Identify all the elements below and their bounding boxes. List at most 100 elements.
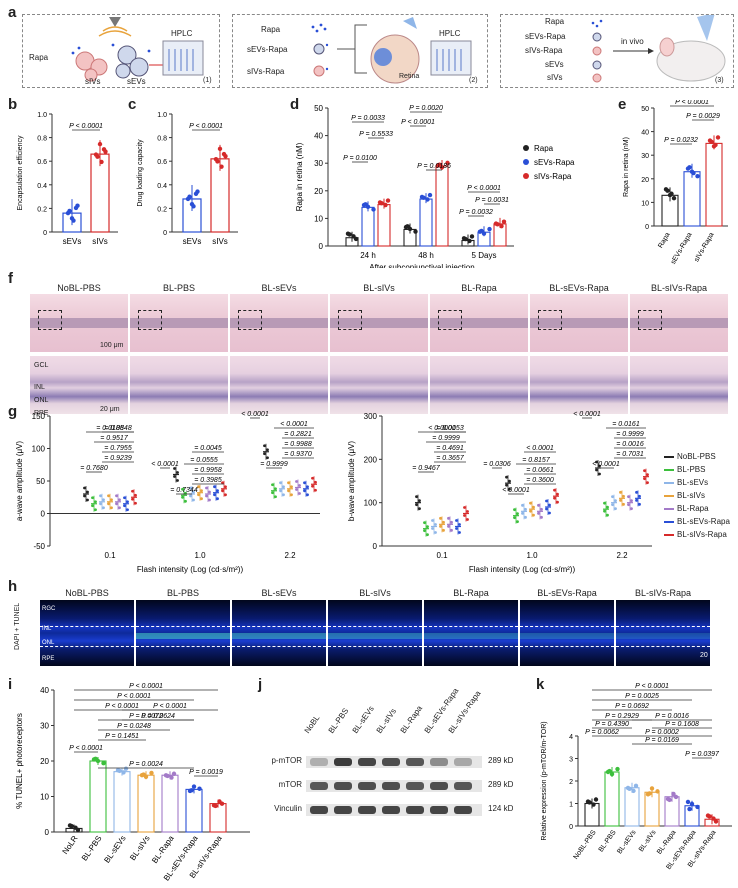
y-tick-label: 0	[163, 230, 167, 237]
data-point	[622, 502, 625, 506]
data-point	[115, 502, 118, 506]
data-point	[627, 503, 630, 507]
data-point	[655, 789, 660, 794]
p-value: P < 0.0001	[117, 693, 151, 700]
data-point	[556, 500, 559, 504]
panel-letter-b: b	[8, 96, 18, 113]
data-point	[711, 144, 717, 149]
data-point	[102, 498, 105, 502]
y-tick-label: 1.0	[157, 112, 167, 119]
data-point	[279, 489, 282, 493]
data-point	[295, 488, 298, 491]
bar-sEVs-Rapa	[419, 198, 433, 247]
layer-boundary	[328, 646, 422, 647]
data-point	[205, 486, 208, 490]
p-value: < 0.0001	[573, 411, 601, 418]
data-point	[217, 146, 223, 152]
data-point	[126, 500, 129, 504]
p-value: = 0.4691	[436, 445, 464, 452]
wb-lane-label: BL-PBS	[326, 706, 351, 735]
label-rapa: Rapa	[545, 17, 565, 26]
panel-letter-a: a	[8, 4, 17, 21]
y-tick-label: 0	[645, 224, 649, 231]
data-point	[99, 159, 104, 165]
data-point	[593, 797, 599, 802]
data-point	[101, 761, 106, 766]
data-point	[223, 154, 228, 159]
layer-boundary	[520, 646, 614, 647]
data-point	[73, 205, 79, 211]
wb-band	[382, 758, 400, 766]
p-value: = 0.9999	[432, 435, 460, 442]
histology-detail-image	[30, 356, 128, 414]
chart-b: 0 0.2 0.4 0.6 0.8 1.0 Encapsulation efficiency…	[17, 112, 118, 246]
data-point	[646, 473, 649, 477]
y-tick-label: 0.6	[37, 159, 47, 166]
y-tick-label: 0.2	[157, 206, 167, 213]
mouse-icon	[656, 40, 726, 82]
histology-overview-image	[430, 294, 528, 352]
data-point	[606, 505, 609, 509]
data-point	[181, 487, 184, 491]
layer-label-gcl: GCL	[34, 362, 49, 369]
data-point	[69, 823, 74, 829]
data-point	[524, 515, 527, 519]
p-value: < 0.0001	[151, 461, 179, 468]
wb-band	[358, 806, 376, 814]
sonicator-icon	[109, 17, 121, 27]
f-column-label: BL-Rapa	[461, 283, 497, 293]
layer-label-rpe: RPE	[34, 410, 49, 417]
data-point	[192, 498, 195, 502]
y-tick-label: 200	[364, 455, 378, 464]
wb-band	[382, 782, 400, 790]
data-point	[314, 488, 317, 492]
data-point	[427, 192, 433, 198]
data-point	[279, 481, 282, 485]
h-layer-label: INL	[42, 626, 52, 632]
tunel-image	[520, 600, 614, 666]
y-tick-label: 0.6	[157, 159, 167, 166]
data-point	[213, 803, 218, 809]
bar-sIVs-Rapa	[705, 142, 723, 227]
p-value: = 0.9958	[194, 467, 222, 474]
data-point	[614, 507, 617, 511]
data-point	[671, 791, 676, 797]
x-tick-label: sIVs	[212, 237, 228, 246]
wb-size-label: 289 kD	[488, 756, 514, 765]
y-tick-label: 300	[364, 412, 378, 421]
data-point	[627, 786, 632, 791]
legend-swatch	[664, 494, 674, 497]
retina-band	[130, 318, 228, 328]
y-axis-label: Rapa in retina (nM)	[623, 137, 630, 197]
data-point	[556, 492, 559, 496]
data-point	[413, 229, 418, 234]
data-point	[185, 196, 191, 202]
data-point	[184, 499, 187, 503]
legend-marker	[523, 145, 529, 151]
data-point	[110, 506, 113, 510]
legend-label: BL-PBS	[677, 465, 706, 474]
data-point	[86, 498, 89, 502]
legend-label: Rapa	[534, 144, 554, 153]
scale-bar-label: 20 μm	[100, 406, 120, 413]
p-value: = 0.0848	[104, 425, 132, 432]
data-point	[224, 493, 227, 497]
p-value: P = 0.0033	[351, 115, 385, 122]
data-point	[450, 528, 453, 532]
p-value: P < 0.0001	[69, 123, 103, 130]
y-tick-label: 30	[40, 722, 49, 731]
data-point	[213, 485, 216, 489]
label-hplc: HPLC	[171, 29, 193, 38]
label-sevs: sEVs	[545, 60, 564, 69]
y-tick-label: 20	[641, 177, 649, 184]
layer-boundary	[40, 646, 134, 647]
schematic-2-drawing	[311, 17, 472, 84]
data-point	[529, 509, 532, 513]
retina-band	[430, 318, 528, 328]
data-point	[86, 490, 89, 494]
data-point	[439, 524, 442, 528]
data-point	[442, 520, 445, 524]
h-column-label: BL-sEVs	[261, 588, 297, 598]
tunel-positive-band	[328, 633, 422, 639]
legend-item: NoBL-PBS	[664, 452, 738, 465]
